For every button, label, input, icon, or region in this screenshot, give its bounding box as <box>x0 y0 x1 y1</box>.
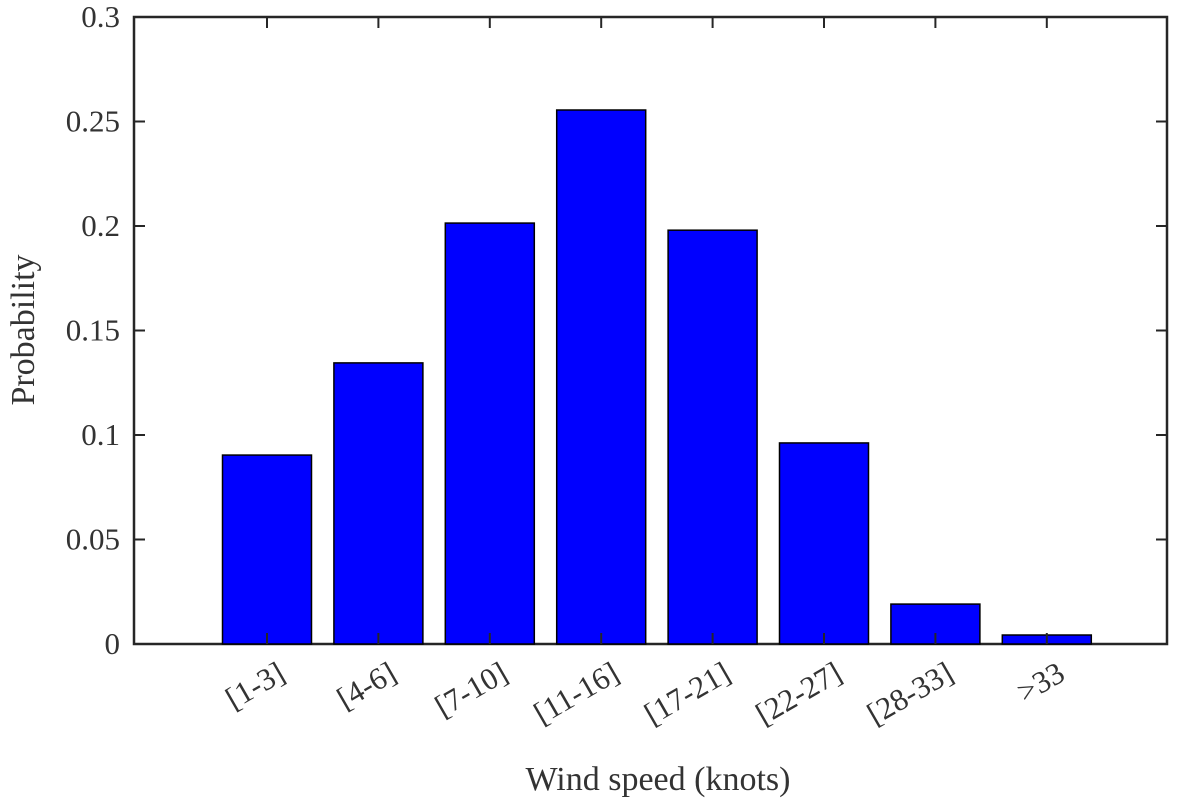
x-axis-label: Wind speed (knots) <box>526 761 791 798</box>
y-tick-label: 0.25 <box>66 104 120 139</box>
x-tick-label: [4-6] <box>331 655 402 716</box>
y-tick-label: 0.05 <box>66 522 120 557</box>
x-tick-label: [17-21] <box>638 655 736 732</box>
y-tick-label: 0.3 <box>81 0 120 34</box>
y-tick-label: 0.2 <box>81 208 120 243</box>
x-tick-label: [7-10] <box>429 655 514 724</box>
bar <box>778 442 870 645</box>
y-tick-label: 0.15 <box>66 313 120 348</box>
bar <box>667 229 758 645</box>
bar <box>444 222 536 645</box>
y-tick-label: 0.1 <box>81 417 120 452</box>
x-tick-label: [1-3] <box>219 655 290 716</box>
x-tick-label: >33 <box>1011 655 1070 710</box>
y-axis-label: Probability <box>5 254 42 405</box>
x-tick-label: [28-33] <box>861 655 959 732</box>
y-tick-label: 0 <box>105 626 121 661</box>
x-tick-label: [22-27] <box>749 655 847 732</box>
x-tick-label: [11-16] <box>528 655 625 731</box>
bar <box>555 109 647 645</box>
bar <box>333 362 424 645</box>
bar <box>221 454 313 645</box>
